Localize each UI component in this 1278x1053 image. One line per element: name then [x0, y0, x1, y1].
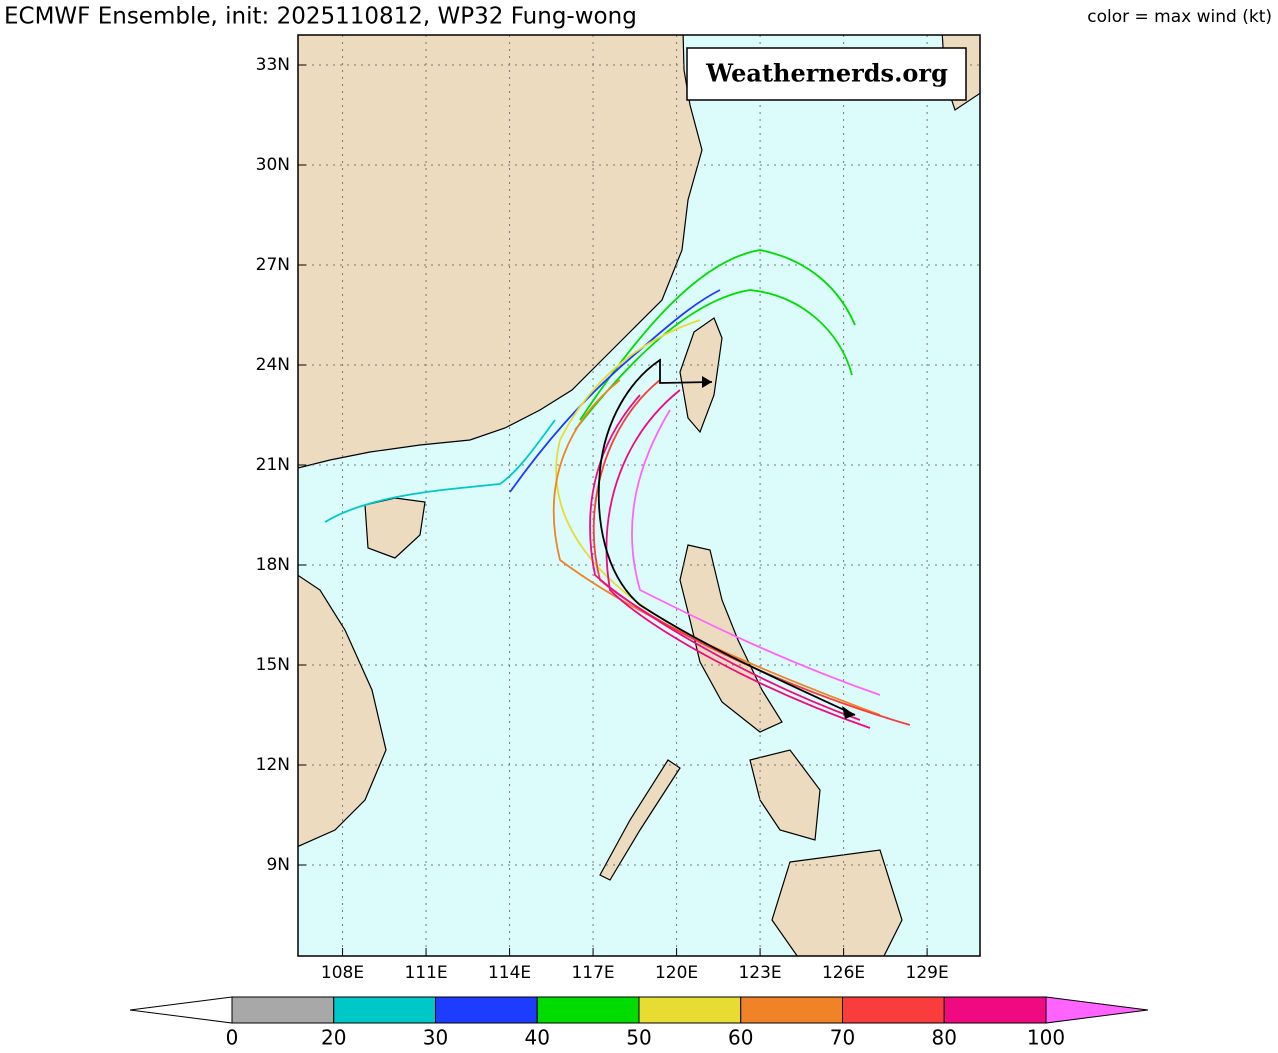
- x-tick-label: 117E: [571, 963, 614, 983]
- y-tick-label: 21N: [256, 455, 290, 475]
- mean-track: [597, 358, 856, 716]
- colorbar-extend-high: [1045, 996, 1149, 1024]
- track: [631, 409, 881, 696]
- track: [579, 249, 856, 421]
- colorbar-label: 30: [423, 1026, 448, 1050]
- map: [298, 35, 980, 956]
- china: [298, 35, 703, 469]
- colorbar-segment: [740, 996, 843, 1024]
- colorbar-label: 40: [525, 1026, 550, 1050]
- colorbar-label: 70: [830, 1026, 855, 1050]
- y-tick-label: 33N: [256, 55, 290, 75]
- y-tick-label: 24N: [256, 355, 290, 375]
- track: [509, 289, 721, 493]
- colorbar-label: 60: [728, 1026, 753, 1050]
- y-tick-label: 30N: [256, 155, 290, 175]
- axes: 108E 111E 114E 117E 120E 123E 126E 129E 9N 12N 15N…: [256, 55, 949, 983]
- x-tick-label: 123E: [738, 963, 781, 983]
- x-tick-label: 120E: [655, 963, 698, 983]
- colorbar-segment: [536, 996, 640, 1024]
- x-tick-label: 126E: [822, 963, 865, 983]
- colorbar-label: 50: [626, 1026, 651, 1050]
- colorbar: 0 20 30 40 50 60 70 80 100: [129, 996, 1149, 1050]
- palawan: [599, 759, 681, 881]
- colorbar-extend-low: [129, 996, 233, 1024]
- watermark: Weathernerds.org: [705, 59, 948, 88]
- colorbar-label: 100: [1027, 1026, 1065, 1050]
- colorbar-segment: [333, 996, 436, 1024]
- y-tick-label: 15N: [256, 655, 290, 675]
- track: [574, 289, 853, 431]
- track: [589, 394, 861, 721]
- track: [605, 389, 871, 729]
- vietnam: [298, 574, 387, 848]
- colorbar-label: 0: [226, 1026, 239, 1050]
- x-tick-label: 114E: [488, 963, 531, 983]
- y-tick-label: 9N: [266, 855, 290, 875]
- colorbar-segment: [943, 996, 1047, 1024]
- colorbar-segment: [842, 996, 945, 1024]
- x-tick-label: 111E: [404, 963, 447, 983]
- y-tick-label: 12N: [256, 755, 290, 775]
- title: ECMWF Ensemble, init: 2025110812, WP32 F…: [4, 4, 637, 30]
- y-tick-label: 18N: [256, 555, 290, 575]
- y-tick-label: 27N: [256, 255, 290, 275]
- colorbar-segment: [231, 996, 335, 1024]
- track: [555, 319, 701, 641]
- color-note: color = max wind (kt): [1087, 7, 1272, 27]
- colorbar-label: 80: [932, 1026, 957, 1050]
- x-tick-label: 129E: [906, 963, 949, 983]
- track: [324, 419, 556, 523]
- x-tick-label: 108E: [321, 963, 364, 983]
- mindanao: [771, 849, 903, 956]
- watermark-box: [686, 47, 967, 101]
- colorbar-segment: [435, 996, 538, 1024]
- track: [552, 379, 881, 716]
- map-frame: [297, 34, 981, 957]
- colorbar-segment: [638, 996, 742, 1024]
- colorbar-label: 20: [321, 1026, 346, 1050]
- taiwan: [679, 317, 723, 434]
- grid: [298, 35, 980, 956]
